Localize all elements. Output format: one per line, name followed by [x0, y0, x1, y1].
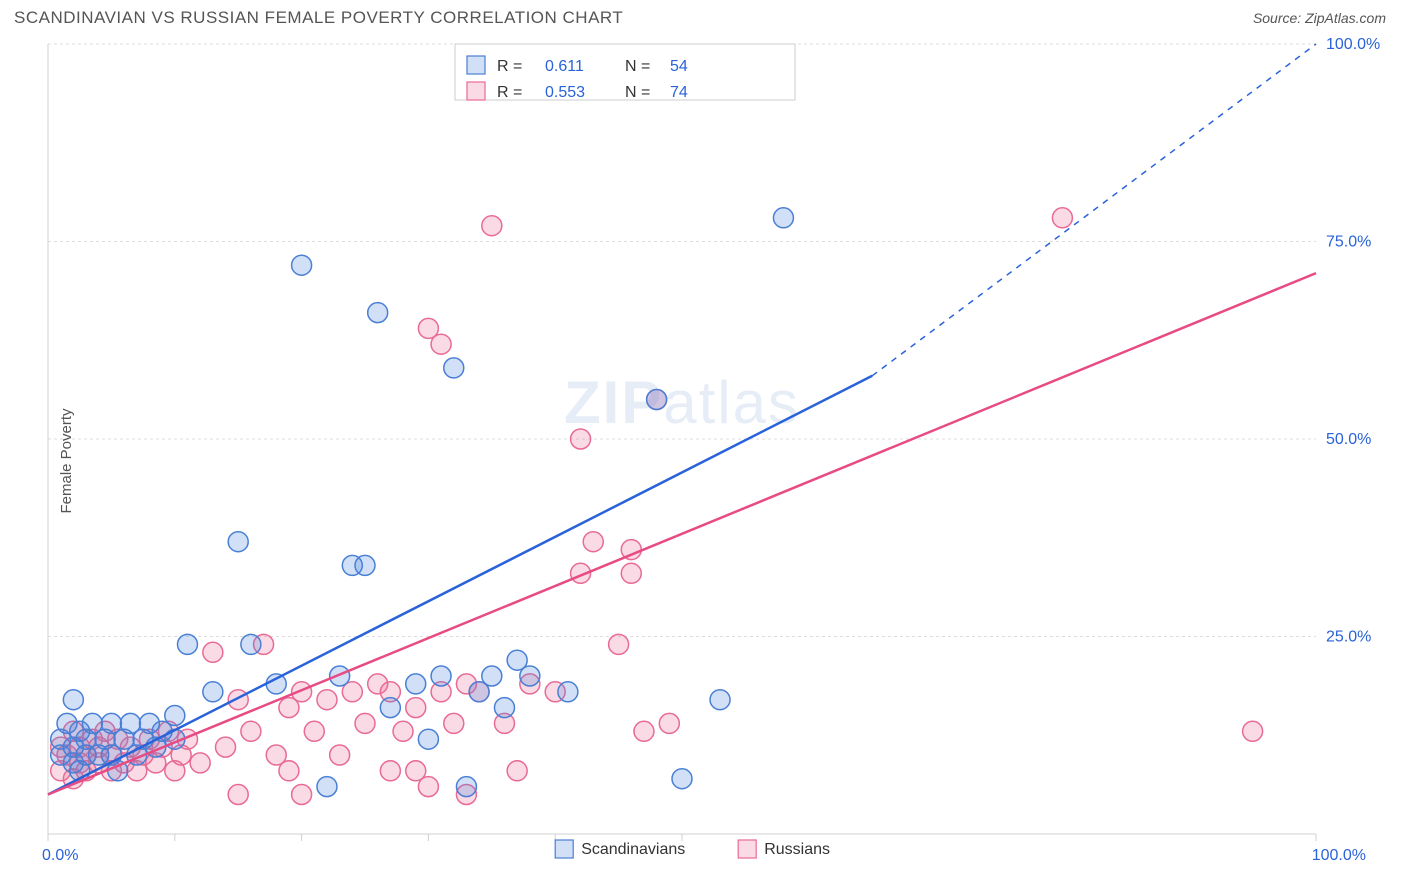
legend-r-value: 0.553: [545, 84, 585, 101]
data-point: [165, 706, 185, 726]
legend-swatch-icon: [467, 82, 485, 100]
x-tick-label: 100.0%: [1312, 847, 1366, 864]
chart-header: SCANDINAVIAN VS RUSSIAN FEMALE POVERTY C…: [0, 0, 1406, 36]
data-point: [418, 729, 438, 749]
data-point: [494, 698, 514, 718]
data-point: [672, 769, 692, 789]
data-point: [609, 634, 629, 654]
source-label: Source: ZipAtlas.com: [1253, 10, 1386, 26]
data-point: [380, 761, 400, 781]
data-point: [406, 674, 426, 694]
data-point: [1243, 721, 1263, 741]
regression-line-dashed: [872, 44, 1316, 376]
data-point: [659, 713, 679, 733]
data-point: [203, 642, 223, 662]
data-point: [190, 753, 210, 773]
data-point: [571, 429, 591, 449]
data-point: [520, 666, 540, 686]
data-point: [507, 761, 527, 781]
data-point: [406, 698, 426, 718]
data-point: [418, 777, 438, 797]
y-axis-label: Female Poverty: [58, 408, 75, 513]
data-point: [317, 690, 337, 710]
y-tick-label: 25.0%: [1326, 629, 1371, 646]
data-point: [380, 698, 400, 718]
data-point: [228, 532, 248, 552]
data-point: [621, 563, 641, 583]
chart-title: SCANDINAVIAN VS RUSSIAN FEMALE POVERTY C…: [14, 8, 623, 28]
data-point: [456, 777, 476, 797]
data-point: [228, 690, 248, 710]
data-point: [558, 682, 578, 702]
data-point: [317, 777, 337, 797]
legend-n-label: N =: [625, 84, 650, 101]
data-point: [266, 674, 286, 694]
data-point: [330, 666, 350, 686]
legend-swatch-icon: [467, 56, 485, 74]
data-point: [583, 532, 603, 552]
data-point: [203, 682, 223, 702]
legend-series-label: Russians: [764, 841, 830, 858]
legend-n-label: N =: [625, 58, 650, 75]
data-point: [1052, 208, 1072, 228]
legend-series-label: Scandinavians: [581, 841, 685, 858]
data-point: [647, 390, 667, 410]
data-point: [393, 721, 413, 741]
data-point: [482, 216, 502, 236]
legend-n-value: 74: [670, 84, 688, 101]
y-tick-label: 100.0%: [1326, 36, 1380, 53]
data-point: [228, 785, 248, 805]
data-point: [444, 713, 464, 733]
data-point: [292, 785, 312, 805]
data-point: [355, 713, 375, 733]
legend-swatch-icon: [555, 840, 573, 858]
chart-area: Female Poverty 25.0% 50.0% 75.0% 100.0% 0.0%…: [0, 36, 1406, 886]
scatter-chart: 25.0% 50.0% 75.0% 100.0% 0.0% 100.0% ZIPatlas R…: [0, 36, 1406, 886]
data-point: [444, 358, 464, 378]
data-point: [431, 666, 451, 686]
data-point: [241, 634, 261, 654]
data-point: [330, 745, 350, 765]
data-point: [773, 208, 793, 228]
data-point: [216, 737, 236, 757]
data-point: [355, 555, 375, 575]
data-point: [710, 690, 730, 710]
x-tick-label: 0.0%: [42, 847, 78, 864]
data-point: [482, 666, 502, 686]
data-point: [304, 721, 324, 741]
data-point: [241, 721, 261, 741]
data-point: [634, 721, 654, 741]
legend-n-value: 54: [670, 58, 688, 75]
data-point: [177, 634, 197, 654]
y-tick-label: 75.0%: [1326, 234, 1371, 251]
watermark: ZIPatlas: [564, 369, 800, 436]
y-tick-label: 50.0%: [1326, 431, 1371, 448]
legend-swatch-icon: [738, 840, 756, 858]
data-point: [279, 761, 299, 781]
data-point: [292, 255, 312, 275]
legend-r-value: 0.611: [545, 58, 584, 75]
data-point: [368, 303, 388, 323]
legend-r-label: R =: [497, 84, 522, 101]
data-point: [63, 690, 83, 710]
legend-r-label: R =: [497, 58, 522, 75]
data-point: [431, 334, 451, 354]
